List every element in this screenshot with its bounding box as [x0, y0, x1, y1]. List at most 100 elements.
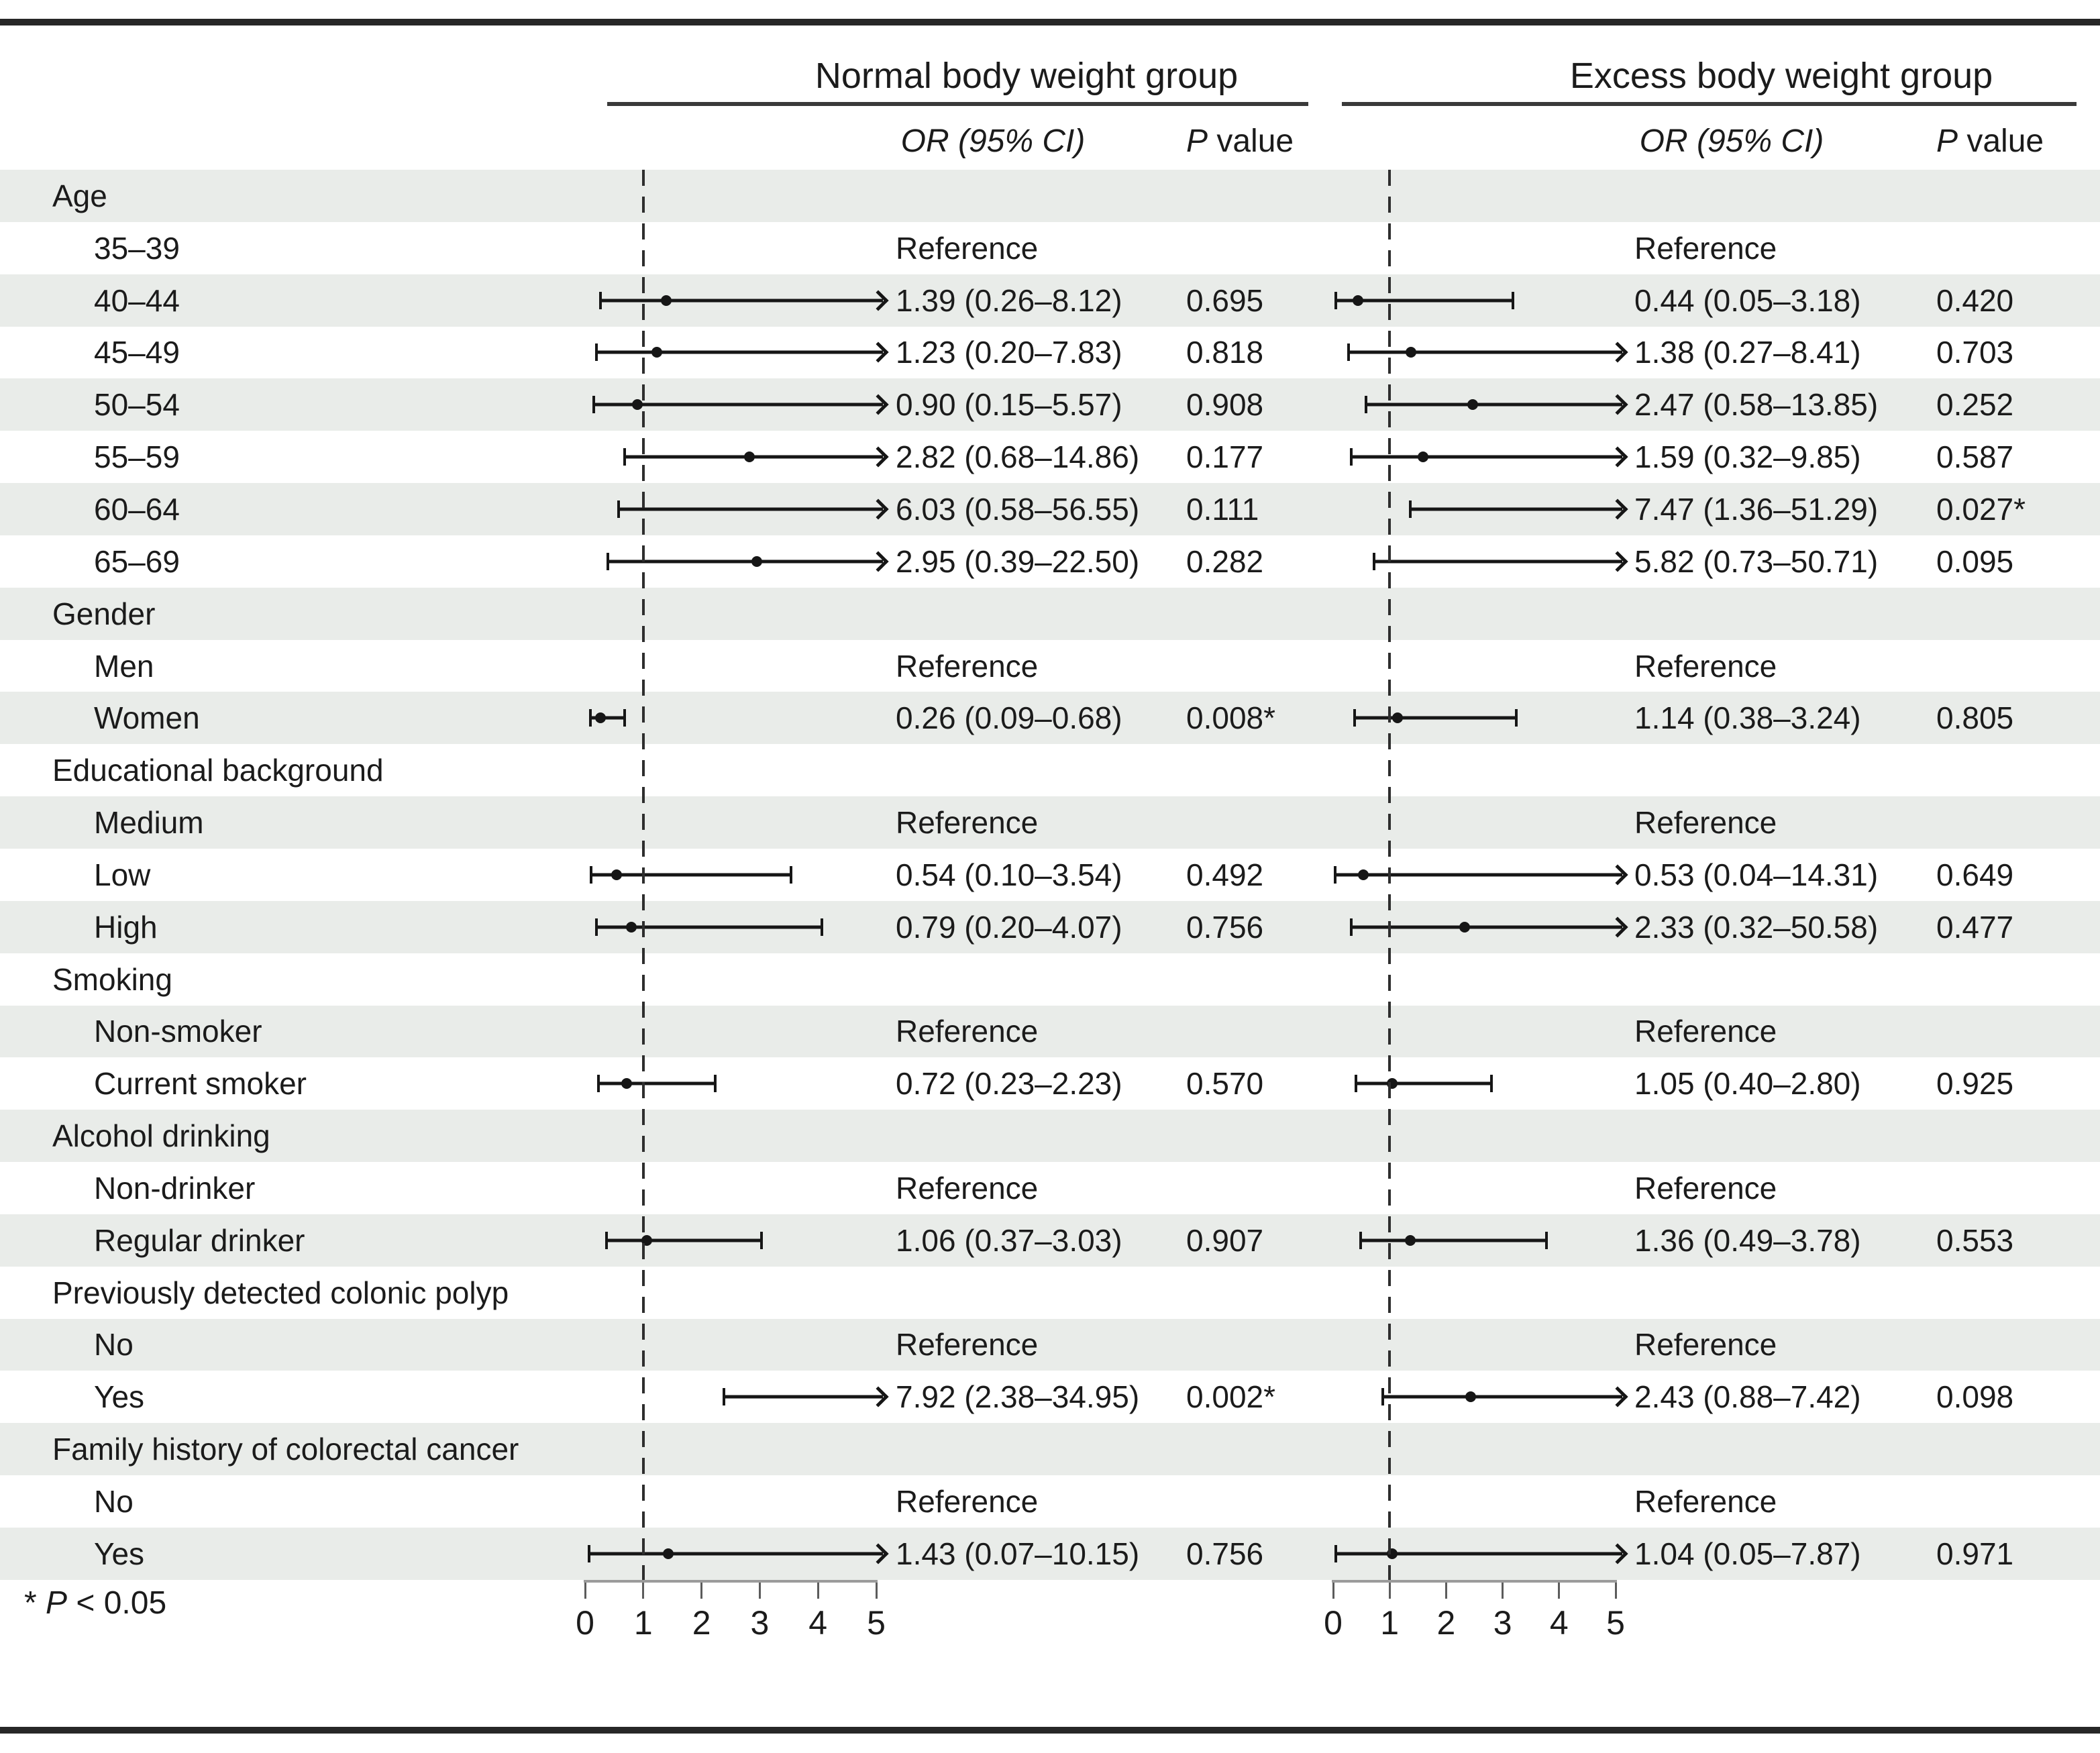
x-axis-line [1332, 1580, 1617, 1583]
reference-label: Reference [896, 1170, 1039, 1206]
point-estimate-dot [1357, 869, 1369, 880]
axis-tick-label: 0 [1324, 1604, 1343, 1642]
row-label: 60–64 [94, 491, 180, 527]
table-row: Age [0, 170, 2100, 222]
p-value: 0.477 [1936, 909, 2014, 945]
or-value: 1.59 (0.32–9.85) [1634, 439, 1861, 475]
p-value: 0.098 [1936, 1379, 2014, 1415]
axis-tick-label: 4 [808, 1604, 828, 1642]
ci-line [590, 716, 625, 720]
ci-plot [1333, 274, 1616, 327]
table-row: Smoking [0, 953, 2100, 1006]
ci-plot [1333, 692, 1616, 744]
axis-tick [700, 1583, 703, 1599]
axis-tick-label: 2 [692, 1604, 711, 1642]
p-value: 0.177 [1186, 439, 1264, 475]
or-value: 1.43 (0.07–10.15) [896, 1536, 1140, 1571]
table-row: 35–39 Reference Reference [0, 222, 2100, 274]
ci-plot [585, 692, 876, 744]
ci-line [1351, 925, 1622, 929]
ci-line [600, 299, 883, 303]
p-column-header-normal: P value [1186, 123, 1294, 160]
p-value: 0.492 [1186, 857, 1264, 892]
p-value: 0.095 [1936, 543, 2014, 579]
row-label: Current smoker [94, 1066, 307, 1102]
point-estimate-dot [1392, 712, 1403, 724]
p-header-italic: P [1936, 123, 1958, 159]
ci-cap-left [1364, 396, 1367, 414]
arrow-right-icon [868, 1386, 889, 1407]
row-label: Women [94, 700, 200, 736]
row-label: 40–44 [94, 282, 180, 318]
or-value: 0.72 (0.23–2.23) [896, 1066, 1122, 1102]
point-estimate-dot [743, 451, 755, 463]
or-value: 1.36 (0.49–3.78) [1634, 1222, 1861, 1258]
axis-tick [817, 1583, 819, 1599]
row-label: 65–69 [94, 543, 180, 579]
ci-cap-left [722, 1388, 725, 1406]
p-value: 0.111 [1186, 491, 1259, 527]
footnote-threshold: < 0.05 [67, 1585, 167, 1621]
ci-line [1351, 455, 1622, 459]
point-estimate-dot [663, 1548, 674, 1559]
ci-cap-right [821, 918, 824, 936]
ci-plot [585, 849, 876, 901]
p-value: 0.587 [1936, 439, 2014, 475]
arrow-right-icon [868, 290, 889, 311]
reference-label: Reference [1634, 648, 1777, 684]
or-value: 0.26 (0.09–0.68) [896, 700, 1122, 736]
group-title-excess: Excess body weight group [1569, 56, 1993, 96]
p-value: 0.420 [1936, 282, 2014, 318]
ci-line [589, 1552, 883, 1556]
ci-plot [585, 1528, 889, 1580]
p-value: 0.027* [1936, 491, 2026, 527]
bottom-border [0, 1727, 2100, 1734]
arrow-right-icon [868, 498, 889, 520]
p-value: 0.925 [1936, 1066, 2014, 1102]
row-label: Gender [52, 596, 156, 631]
table-row: 60–64 6.03 (0.58–56.55) 0.111 7.47 (1.36–51… [0, 483, 2100, 535]
ci-cap-left [1334, 865, 1337, 884]
p-column-header-excess: P value [1936, 123, 2044, 160]
p-value: 0.756 [1186, 1536, 1264, 1571]
p-value: 0.908 [1186, 387, 1264, 423]
ci-cap-left [1349, 918, 1353, 936]
p-value: 0.002* [1186, 1379, 1276, 1415]
row-label: High [94, 909, 158, 945]
reference-label: Reference [896, 1484, 1039, 1520]
table-row: Non-drinker Reference Reference [0, 1162, 2100, 1214]
reference-label: Reference [1634, 1170, 1777, 1206]
point-estimate-dot [594, 712, 606, 724]
axis-tick [584, 1583, 586, 1599]
p-header-rest: value [1208, 123, 1294, 159]
ci-plot [585, 1057, 876, 1110]
ci-plot [585, 535, 889, 588]
or-value: 1.05 (0.40–2.80) [1634, 1066, 1861, 1102]
ci-line [1374, 560, 1622, 564]
row-label: Non-smoker [94, 1014, 262, 1049]
ci-line [1335, 873, 1622, 877]
reference-label: Reference [1634, 230, 1777, 266]
ci-cap-right [1514, 709, 1518, 727]
or-value: 0.44 (0.05–3.18) [1634, 282, 1861, 318]
row-label: 55–59 [94, 439, 180, 475]
ci-plot [585, 1371, 889, 1423]
ci-plot [1333, 1214, 1616, 1267]
reference-line-normal [642, 170, 645, 1580]
row-label: Low [94, 857, 151, 892]
reference-label: Reference [896, 230, 1039, 266]
ci-cap-left [1349, 448, 1353, 466]
or-value: 0.53 (0.04–14.31) [1634, 857, 1879, 892]
point-estimate-dot [1467, 399, 1478, 411]
ci-plot [585, 378, 889, 431]
ci-line [1354, 716, 1516, 720]
reference-label: Reference [896, 648, 1039, 684]
ci-cap-left [589, 865, 592, 884]
footnote-p: P [46, 1585, 68, 1621]
axis-tick [1614, 1583, 1617, 1599]
table-row: Men Reference Reference [0, 640, 2100, 692]
ci-line [1336, 1552, 1622, 1556]
point-estimate-dot [660, 295, 672, 306]
ci-plot [585, 483, 889, 535]
p-value: 0.971 [1936, 1536, 2014, 1571]
